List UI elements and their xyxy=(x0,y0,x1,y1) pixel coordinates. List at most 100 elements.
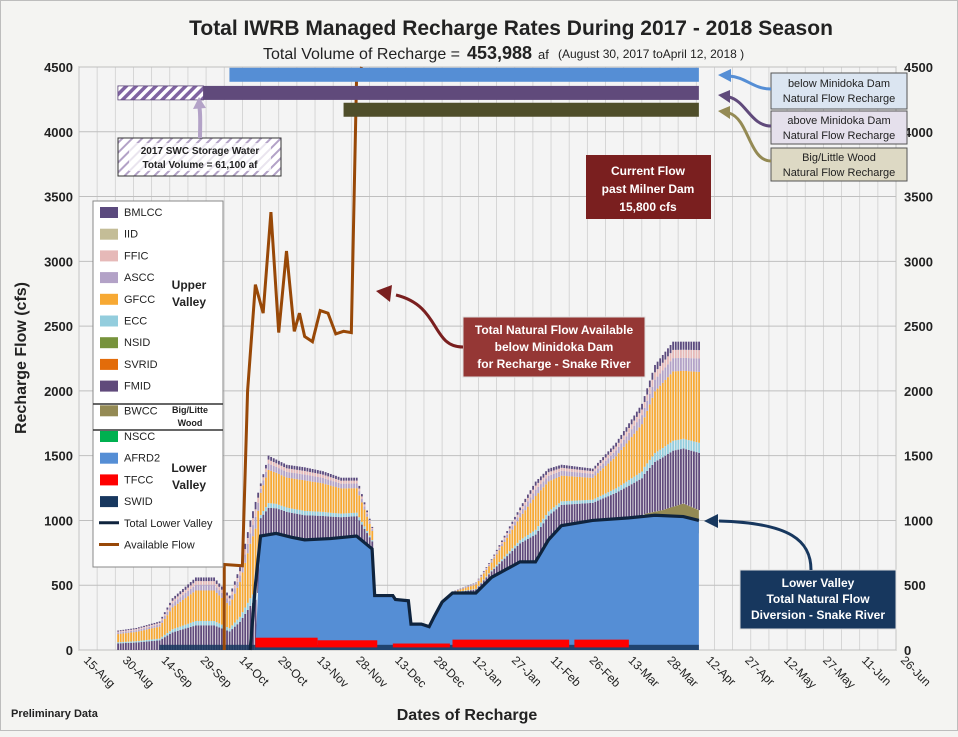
upper-valley-bar xyxy=(641,471,643,479)
upper-valley-bar xyxy=(506,556,509,569)
upper-valley-bar xyxy=(472,589,475,590)
upper-valley-bar xyxy=(534,489,537,497)
upper-valley-bar xyxy=(137,642,140,650)
upper-valley-bar xyxy=(542,523,545,549)
upper-valley-bar xyxy=(179,597,182,602)
callout-bigwood-arrowhead xyxy=(718,106,730,119)
upper-valley-bar xyxy=(695,442,698,453)
upper-valley-bar xyxy=(635,422,638,431)
upper-valley-bar xyxy=(280,475,283,506)
upper-valley-bar xyxy=(348,483,350,489)
upper-valley-bar xyxy=(563,504,566,526)
upper-valley-bar xyxy=(239,616,241,622)
upper-valley-bar xyxy=(226,598,228,603)
upper-valley-bar xyxy=(195,584,197,591)
upper-valley-bar xyxy=(259,518,262,536)
upper-valley-bar xyxy=(617,442,620,447)
upper-valley-bar xyxy=(485,568,488,570)
upper-valley-bar xyxy=(620,490,623,519)
upper-valley-bar xyxy=(687,449,690,506)
upper-valley-bar xyxy=(664,446,667,456)
x-tick-label: 13-Nov xyxy=(314,653,351,690)
upper-valley-bar xyxy=(259,488,262,493)
upper-valley-bar xyxy=(685,439,688,450)
upper-valley-bar xyxy=(550,509,553,514)
upper-valley-bar xyxy=(687,341,690,350)
upper-valley-bar xyxy=(609,452,612,456)
upper-valley-bar xyxy=(692,441,695,452)
upper-valley-bar xyxy=(462,588,464,589)
upper-valley-bar xyxy=(620,443,623,450)
upper-valley-bar xyxy=(485,577,488,583)
upper-valley-bar xyxy=(638,413,641,419)
upper-valley-bar xyxy=(270,460,273,465)
upper-valley-bar xyxy=(340,477,343,481)
upper-valley-bar xyxy=(532,499,534,532)
upper-valley-bar xyxy=(140,627,143,629)
upper-valley-bar xyxy=(635,416,638,423)
upper-valley-bar xyxy=(163,618,166,635)
upper-valley-bar xyxy=(545,471,547,475)
upper-valley-bar xyxy=(161,622,164,637)
upper-valley-bar xyxy=(648,404,651,460)
upper-valley-bar xyxy=(654,453,656,462)
upper-valley-bar xyxy=(469,585,472,587)
upper-valley-bar xyxy=(659,449,662,459)
upper-valley-bar xyxy=(537,526,540,531)
upper-valley-bar xyxy=(288,512,291,537)
y-tick-label-left: 4000 xyxy=(44,125,73,140)
upper-valley-bar xyxy=(265,471,267,478)
current-flow-line2: past Milner Dam xyxy=(602,182,695,196)
upper-valley-bar xyxy=(195,577,197,582)
upper-valley-bar xyxy=(215,587,218,593)
upper-valley-bar xyxy=(285,471,288,478)
upper-valley-bar xyxy=(659,385,662,450)
upper-valley-bar xyxy=(545,519,547,545)
upper-valley-bar xyxy=(303,510,306,516)
legend-swatch xyxy=(100,207,118,218)
upper-valley-bar xyxy=(542,487,545,519)
upper-valley-bar xyxy=(508,530,511,534)
available-flow-line2: below Minidoka Dam xyxy=(495,340,614,354)
upper-valley-bar xyxy=(174,631,177,650)
upper-valley-bar xyxy=(303,515,306,540)
upper-valley-bar xyxy=(296,479,298,510)
callout-above-minidoka-arrow xyxy=(728,95,772,128)
upper-valley-bar xyxy=(158,624,161,627)
upper-valley-bar xyxy=(576,472,579,477)
upper-valley-bar xyxy=(257,497,260,503)
upper-valley-bar xyxy=(698,350,700,359)
upper-valley-bar xyxy=(239,571,241,576)
upper-valley-bar xyxy=(127,642,130,650)
upper-valley-bar xyxy=(514,548,516,565)
upper-valley-bar xyxy=(303,474,306,481)
upper-valley-bar xyxy=(519,507,522,511)
upper-valley-bar xyxy=(698,442,700,453)
upper-valley-bar xyxy=(179,591,182,595)
upper-valley-bar xyxy=(643,466,646,474)
upper-valley-bar xyxy=(609,455,612,462)
upper-valley-bar xyxy=(680,370,682,440)
upper-valley-bar xyxy=(511,551,514,567)
upper-valley-bar xyxy=(252,525,254,537)
callout-above-minidoka-line1: above Minidoka Dam xyxy=(787,115,890,127)
upper-valley-bar xyxy=(148,624,151,626)
upper-valley-bar xyxy=(620,434,623,440)
upper-valley-bar xyxy=(272,465,275,472)
upper-valley-bar xyxy=(220,592,223,598)
upper-valley-bar xyxy=(353,488,356,513)
upper-valley-bar xyxy=(358,517,361,521)
upper-valley-bar xyxy=(604,460,607,466)
upper-valley-bar xyxy=(226,592,228,596)
upper-valley-bar xyxy=(571,476,573,501)
upper-valley-bar xyxy=(169,631,171,634)
upper-valley-bar xyxy=(171,607,174,630)
upper-valley-bar xyxy=(332,486,335,513)
upper-valley-bar xyxy=(648,380,651,388)
upper-valley-bar xyxy=(680,449,682,505)
upper-valley-bar xyxy=(464,587,467,591)
upper-valley-bar xyxy=(488,564,490,567)
upper-valley-bar xyxy=(311,481,314,512)
upper-valley-bar xyxy=(677,341,680,350)
lower-valley-line3: Diversion - Snake River xyxy=(751,608,885,622)
